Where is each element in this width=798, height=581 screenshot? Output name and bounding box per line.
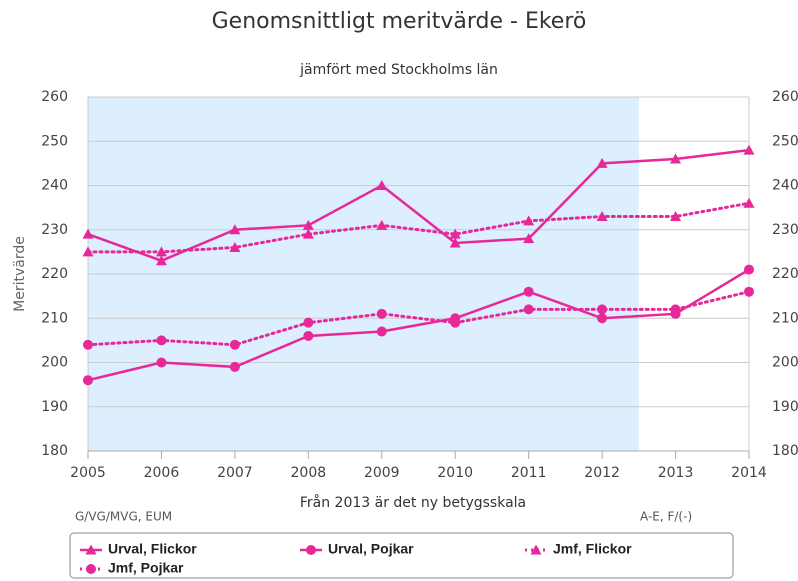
marker — [670, 153, 682, 164]
y-tick-label: 250 — [41, 133, 68, 149]
x-tick-label: 2009 — [364, 465, 400, 481]
x-tick-label: 2013 — [658, 465, 694, 481]
legend-label: Urval, Flickor — [108, 541, 197, 557]
x-tick-label: 2008 — [291, 465, 327, 481]
band-label: A-E, F/(-) — [640, 510, 692, 524]
series-line — [86, 268, 751, 382]
chart-subtitle: jämfört med Stockholms län — [299, 62, 498, 78]
marker — [450, 317, 461, 328]
marker — [86, 564, 96, 574]
marker — [156, 357, 167, 368]
marker — [449, 237, 461, 248]
marker — [156, 335, 167, 346]
marker — [302, 219, 314, 230]
marker — [376, 180, 388, 190]
x-tick-label: 2011 — [511, 465, 547, 481]
y2-tick-label: 260 — [772, 89, 798, 105]
series-line — [86, 290, 751, 347]
y2-tick-label: 230 — [772, 222, 798, 238]
x-annotation: Från 2013 är det ny betygsskala — [300, 494, 526, 511]
marker — [744, 264, 754, 275]
legend-label: Jmf, Flickor — [553, 541, 632, 557]
series-line — [86, 148, 751, 263]
y-tick-label: 200 — [41, 355, 68, 371]
marker — [229, 361, 240, 372]
x-tick-label: 2005 — [70, 465, 106, 481]
marker — [85, 544, 97, 555]
marker — [523, 215, 535, 226]
marker — [229, 339, 240, 350]
y-tick-label: 260 — [41, 89, 68, 105]
marker — [82, 246, 94, 257]
y2-tick-label: 200 — [772, 355, 798, 371]
marker — [229, 241, 241, 252]
marker — [670, 304, 681, 315]
marker — [597, 304, 608, 315]
marker — [376, 219, 388, 230]
x-tick-label: 2012 — [584, 465, 620, 481]
y-tick-label: 180 — [41, 443, 68, 459]
marker — [744, 286, 754, 297]
x-tick-label: 2007 — [217, 465, 253, 481]
y-tick-label: 240 — [41, 178, 68, 194]
marker — [82, 228, 94, 239]
marker — [155, 255, 167, 266]
y2-tick-label: 250 — [772, 133, 798, 149]
y-tick-label: 230 — [41, 222, 68, 238]
marker — [303, 317, 314, 328]
marker — [670, 210, 682, 221]
y2-tick-label: 180 — [772, 443, 798, 459]
marker — [302, 228, 314, 239]
y2-tick-label: 240 — [772, 178, 798, 194]
band-label: G/VG/MVG, EUM — [75, 510, 172, 524]
marker — [523, 304, 534, 315]
y2-tick-label: 210 — [772, 310, 798, 326]
marker — [83, 375, 93, 386]
marker — [303, 330, 314, 341]
marker — [523, 233, 535, 244]
x-tick-label: 2014 — [731, 465, 767, 481]
marker — [83, 339, 93, 350]
marker — [229, 224, 241, 235]
series-line — [86, 201, 751, 254]
y-tick-label: 190 — [41, 399, 68, 415]
chart-title: Genomsnittligt meritvärde - Ekerö — [212, 9, 587, 34]
marker — [449, 228, 461, 239]
y-tick-label: 210 — [41, 310, 68, 326]
marker — [155, 246, 167, 257]
marker — [530, 544, 542, 555]
legend-label: Jmf, Pojkar — [108, 560, 184, 576]
y-axis-label: Meritvärde — [12, 236, 28, 312]
marker — [743, 144, 755, 155]
marker — [743, 197, 755, 208]
marker — [596, 210, 608, 221]
marker — [523, 286, 534, 297]
y2-tick-label: 220 — [772, 266, 798, 282]
x-tick-label: 2010 — [437, 465, 473, 481]
legend-box — [69, 532, 734, 579]
legend-label: Urval, Pojkar — [328, 541, 414, 557]
y2-tick-label: 190 — [772, 399, 798, 415]
marker — [597, 313, 608, 324]
y-tick-label: 220 — [41, 266, 68, 282]
marker — [376, 308, 387, 319]
marker — [376, 326, 387, 337]
x-tick-label: 2006 — [144, 465, 180, 481]
marker — [596, 157, 608, 168]
marker — [306, 545, 316, 555]
